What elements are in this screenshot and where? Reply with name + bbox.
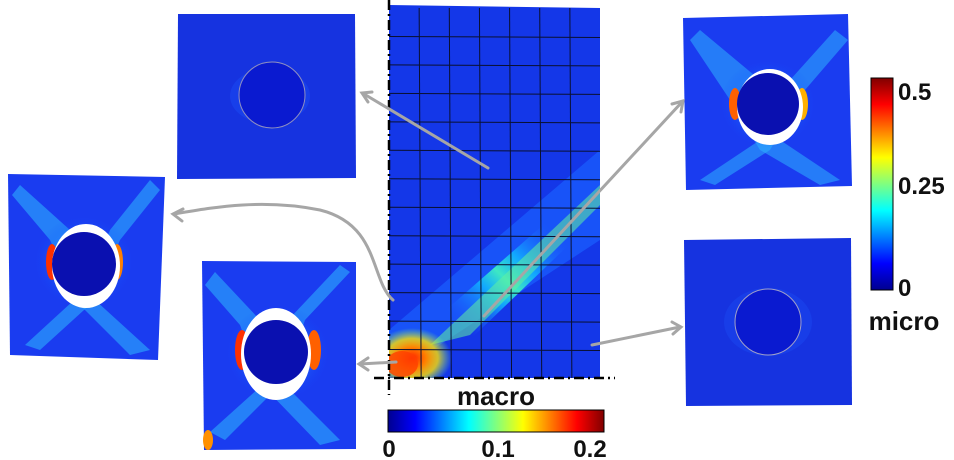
micro-tick-top: 0.5 <box>898 79 931 106</box>
mesh-line-horizontal <box>389 35 600 38</box>
arrowhead-bottom-center <box>356 356 370 372</box>
macro-tick-2: 0.2 <box>573 436 606 460</box>
macro-shear-band <box>389 175 600 378</box>
mesh-line-vertical <box>418 7 422 378</box>
macro-colorbar-gradient <box>387 409 605 433</box>
arrowhead-bottom-right <box>670 320 684 336</box>
arrows <box>170 90 685 372</box>
mesh-line-horizontal <box>389 349 600 352</box>
micro-void <box>238 61 306 129</box>
mesh-line-vertical <box>569 7 573 378</box>
mesh-line-horizontal <box>389 178 600 181</box>
mesh-line-horizontal <box>389 64 600 67</box>
arrow-to-bottom-right <box>590 325 682 347</box>
mesh-line-horizontal <box>389 292 600 295</box>
macro-colorbar: macro 0 0.1 0.2 <box>382 381 606 460</box>
macro-background <box>389 5 600 378</box>
macro-hotspot-core <box>389 351 418 377</box>
micro-void <box>737 73 799 135</box>
micro-panel-left <box>8 174 165 360</box>
mesh-line-vertical <box>448 7 452 378</box>
micro-colorbar-gradient <box>870 77 894 291</box>
macro-tick-0: 0 <box>382 436 395 460</box>
micro-colorbar: 0.5 0.25 0 micro <box>869 77 945 336</box>
micro-tick-mid: 0.25 <box>898 173 945 200</box>
micro-panel-top-left <box>177 14 356 179</box>
micro-panel-bottom-right <box>684 238 852 406</box>
mesh-line-vertical <box>509 7 513 378</box>
macro-colorbar-label: macro <box>457 381 535 411</box>
mesh-line-vertical <box>539 7 543 378</box>
micro-tick-bottom: 0 <box>898 275 911 302</box>
arrow-to-left <box>172 202 395 302</box>
mesh-line-vertical <box>478 7 482 378</box>
mesh-line-horizontal <box>389 235 600 238</box>
arrowhead-top-left <box>359 90 374 104</box>
mesh-line-horizontal <box>389 263 600 266</box>
mesh-line-horizontal <box>389 92 600 95</box>
mesh-line-horizontal <box>389 149 600 152</box>
mesh-line-horizontal <box>389 121 600 124</box>
macro-tick-1: 0.1 <box>481 436 514 460</box>
micro-panel-bottom-center <box>202 261 356 450</box>
arrow-to-top-right <box>482 100 684 318</box>
mesh-line-horizontal <box>389 320 600 323</box>
arrowhead-left <box>170 207 185 223</box>
micro-void <box>734 288 802 356</box>
micro-shear-band-b <box>25 180 160 350</box>
micro-colorbar-label: micro <box>869 306 940 336</box>
micro-corner-hot <box>203 430 213 450</box>
micro-shear-band-b <box>700 30 848 185</box>
mesh-line-horizontal <box>389 206 600 209</box>
micro-panel-top-right <box>683 14 852 190</box>
micro-void <box>52 232 116 296</box>
arrowhead-top-right <box>670 98 685 114</box>
micro-void <box>244 320 308 384</box>
arrow-to-bottom-center <box>358 360 398 366</box>
arrow-to-top-left <box>362 92 490 170</box>
macro-mesh-grid <box>389 7 600 378</box>
macro-field <box>374 0 615 395</box>
